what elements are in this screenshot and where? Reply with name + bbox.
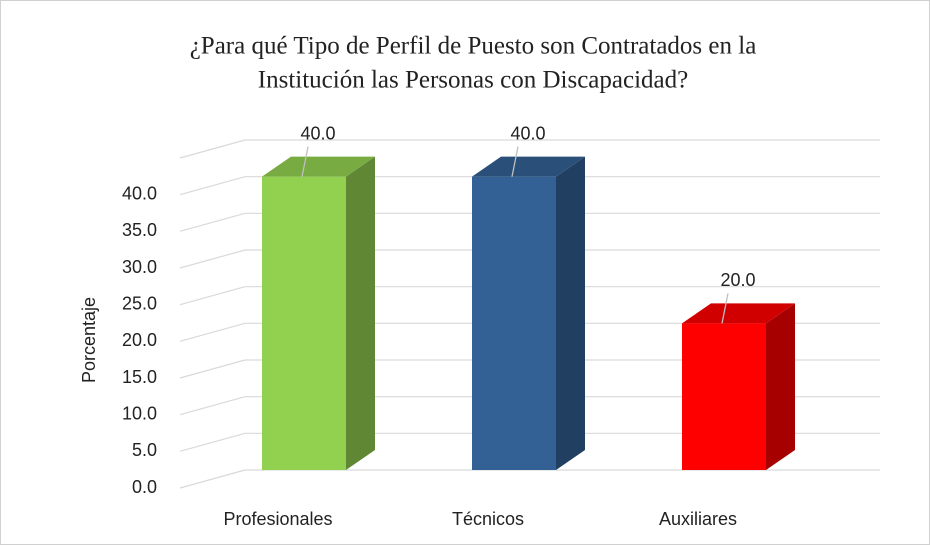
y-tick-label: 20.0 (122, 330, 157, 350)
y-tick-label: 0.0 (132, 477, 157, 497)
grid-line (179, 286, 246, 306)
value-label: 20.0 (720, 270, 755, 290)
grid-line (179, 432, 246, 452)
chart-title: ¿Para qué Tipo de Perfil de Puesto son C… (190, 33, 757, 60)
x-tick-label: Técnicos (452, 509, 524, 529)
grid-line (179, 249, 246, 269)
bar-side (766, 303, 795, 470)
x-tick-label: Profesionales (223, 509, 332, 529)
y-tick-label: 25.0 (122, 293, 157, 313)
bar-top (262, 156, 375, 177)
y-tick-label: 15.0 (122, 367, 157, 387)
bar-side (556, 156, 585, 470)
y-tick-label: 40.0 (122, 183, 157, 203)
bar (262, 176, 346, 470)
grid-line (179, 396, 246, 416)
chart-title: Institución las Personas con Discapacida… (258, 67, 688, 94)
label-leader (511, 146, 519, 177)
bar-side (346, 156, 375, 470)
x-tick-label: Auxiliares (659, 509, 737, 529)
label-leader (301, 146, 309, 177)
grid-line (179, 359, 246, 379)
grid-line (179, 212, 246, 232)
grid-line (179, 469, 246, 489)
y-tick-label: 30.0 (122, 257, 157, 277)
grid-line (179, 322, 246, 342)
bar (682, 323, 766, 470)
y-tick-label: 10.0 (122, 403, 157, 423)
bar-top (682, 303, 795, 324)
y-tick-label: 5.0 (132, 440, 157, 460)
bar (472, 176, 556, 470)
grid-line (179, 176, 246, 196)
y-tick-label: 35.0 (122, 220, 157, 240)
label-leader (721, 293, 729, 324)
bar-top (472, 156, 585, 177)
wall-top (179, 139, 246, 159)
value-label: 40.0 (510, 123, 545, 143)
y-axis-label: Porcentaje (79, 297, 99, 383)
value-label: 40.0 (300, 123, 335, 143)
